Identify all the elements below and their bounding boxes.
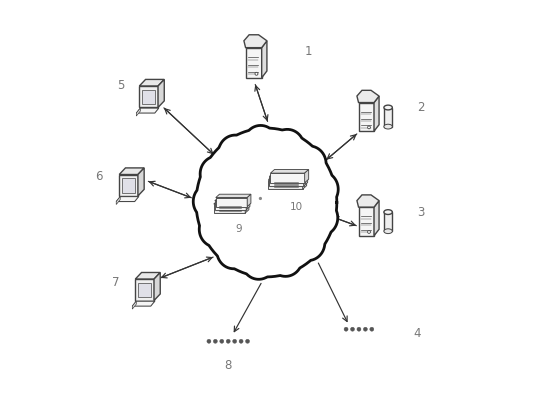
Polygon shape [357, 90, 379, 102]
Text: 4: 4 [413, 327, 421, 340]
Circle shape [255, 72, 258, 75]
Text: 3: 3 [417, 206, 424, 219]
Polygon shape [133, 301, 136, 309]
Ellipse shape [217, 233, 251, 269]
Polygon shape [302, 176, 307, 189]
Circle shape [213, 339, 217, 343]
Polygon shape [374, 200, 379, 236]
Bar [384, 107, 392, 127]
Circle shape [370, 327, 374, 331]
Polygon shape [214, 204, 245, 213]
Text: 7: 7 [111, 277, 119, 290]
Polygon shape [116, 196, 139, 202]
Polygon shape [136, 108, 159, 113]
Polygon shape [304, 173, 307, 186]
Polygon shape [138, 168, 144, 196]
Polygon shape [374, 96, 379, 131]
Ellipse shape [304, 200, 338, 236]
Polygon shape [268, 176, 307, 179]
Polygon shape [246, 48, 262, 78]
Polygon shape [215, 201, 246, 210]
Ellipse shape [384, 210, 392, 215]
Circle shape [239, 339, 243, 343]
Polygon shape [143, 90, 155, 104]
Circle shape [350, 327, 354, 331]
Text: 10: 10 [290, 202, 303, 211]
Ellipse shape [242, 243, 276, 279]
Polygon shape [357, 195, 379, 207]
Polygon shape [116, 196, 120, 205]
Ellipse shape [200, 156, 234, 192]
Text: 1: 1 [305, 45, 312, 58]
Text: 2: 2 [417, 102, 425, 115]
Polygon shape [139, 79, 164, 86]
Polygon shape [359, 207, 374, 236]
Ellipse shape [244, 126, 277, 161]
Circle shape [344, 327, 348, 331]
Ellipse shape [193, 183, 227, 220]
Polygon shape [262, 41, 267, 78]
Polygon shape [119, 168, 144, 175]
Polygon shape [271, 170, 309, 173]
Polygon shape [215, 197, 250, 201]
Circle shape [207, 339, 211, 343]
Polygon shape [136, 108, 140, 116]
Polygon shape [158, 79, 164, 107]
Polygon shape [135, 279, 154, 301]
Polygon shape [119, 175, 138, 196]
Polygon shape [268, 179, 302, 189]
Polygon shape [270, 176, 304, 186]
Polygon shape [138, 283, 151, 297]
Ellipse shape [305, 171, 338, 207]
Polygon shape [245, 200, 249, 213]
Polygon shape [133, 301, 155, 306]
Ellipse shape [218, 135, 252, 171]
Ellipse shape [291, 225, 325, 260]
Polygon shape [246, 197, 250, 210]
Ellipse shape [384, 229, 392, 234]
Text: 5: 5 [118, 79, 125, 92]
Polygon shape [122, 179, 135, 193]
Polygon shape [244, 35, 267, 48]
Text: 9: 9 [235, 224, 242, 234]
Ellipse shape [268, 241, 302, 276]
Circle shape [368, 230, 370, 233]
Polygon shape [270, 173, 307, 176]
Text: 6: 6 [95, 170, 103, 183]
Ellipse shape [384, 105, 392, 110]
Circle shape [226, 339, 230, 343]
Polygon shape [247, 194, 251, 207]
Ellipse shape [196, 128, 337, 277]
Ellipse shape [292, 146, 326, 182]
Circle shape [368, 126, 370, 129]
Polygon shape [216, 194, 251, 198]
Bar [384, 212, 392, 231]
Ellipse shape [199, 211, 233, 247]
Polygon shape [154, 273, 160, 301]
Circle shape [259, 197, 262, 200]
Ellipse shape [270, 129, 304, 165]
Polygon shape [214, 200, 249, 204]
Circle shape [220, 339, 224, 343]
Circle shape [357, 327, 361, 331]
Polygon shape [135, 273, 160, 279]
Circle shape [363, 327, 368, 331]
Text: 8: 8 [224, 359, 232, 372]
Circle shape [246, 339, 250, 343]
Polygon shape [139, 86, 158, 107]
Polygon shape [359, 102, 374, 131]
Polygon shape [305, 170, 309, 183]
Circle shape [233, 339, 237, 343]
Polygon shape [271, 173, 305, 183]
Ellipse shape [384, 124, 392, 129]
Polygon shape [216, 198, 247, 207]
